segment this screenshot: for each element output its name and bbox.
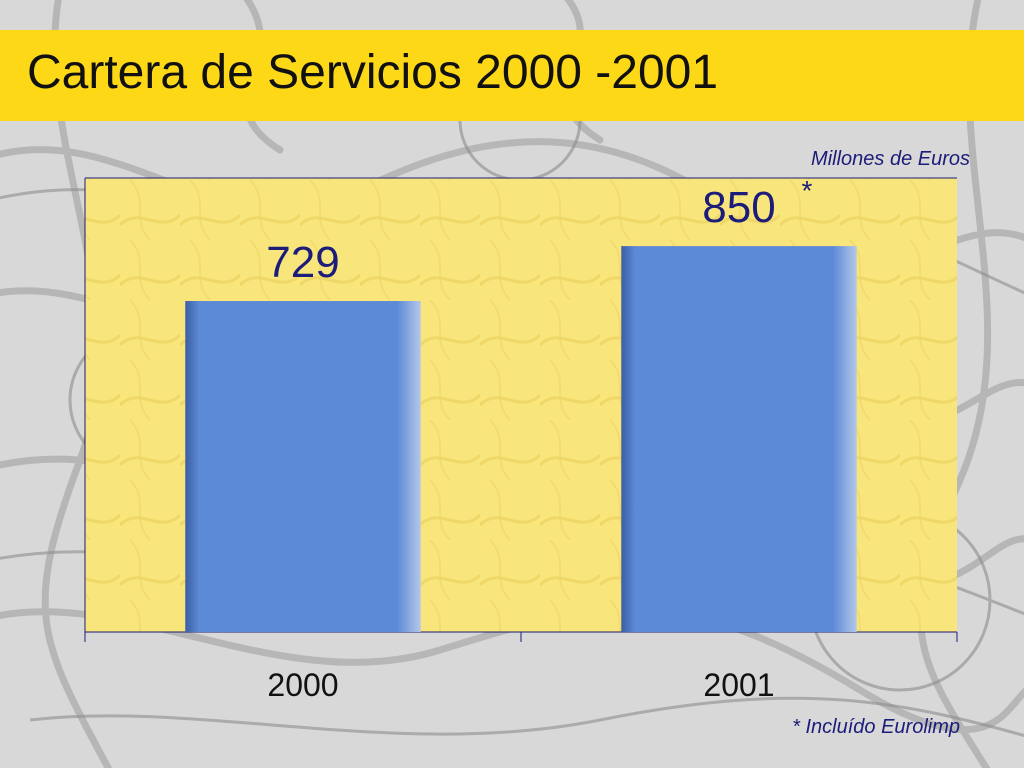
bars: 729 2000 850 * 2001	[84, 175, 958, 703]
value-label-2001: 850	[702, 183, 775, 232]
bar-2001	[621, 246, 857, 632]
bar-2000	[185, 301, 421, 632]
x-tick-label-2001: 2001	[703, 667, 774, 703]
value-label-2000: 729	[266, 238, 339, 287]
page-title: Cartera de Servicios 2000 -2001	[27, 46, 719, 99]
unit-label: Millones de Euros	[811, 148, 970, 170]
footnote: * Incluído Eurolimp	[792, 716, 960, 738]
title-bar	[0, 30, 1024, 121]
x-tick-label-2000: 2000	[267, 667, 338, 703]
value-label-mark-2001: *	[802, 175, 813, 206]
